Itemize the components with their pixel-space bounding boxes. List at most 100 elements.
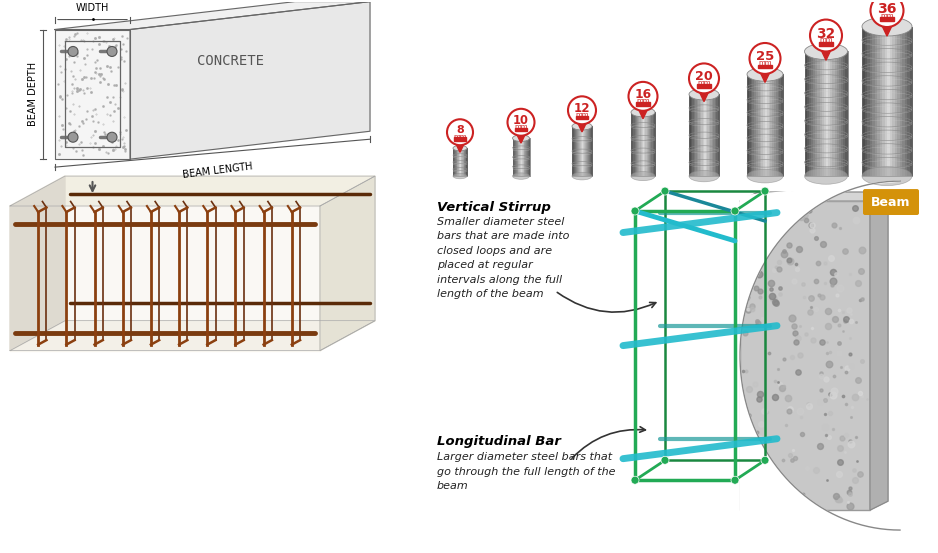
Circle shape xyxy=(870,0,903,27)
Bar xyxy=(892,27,895,176)
Text: 16: 16 xyxy=(634,88,652,101)
Bar xyxy=(456,148,457,176)
Bar xyxy=(522,138,523,176)
Text: 10: 10 xyxy=(513,114,529,127)
Text: Longitudinal Bar: Longitudinal Bar xyxy=(437,435,561,448)
Bar xyxy=(631,112,633,176)
Bar xyxy=(697,95,699,176)
Bar xyxy=(708,95,710,176)
Polygon shape xyxy=(320,176,375,351)
Bar xyxy=(809,51,811,176)
Bar xyxy=(872,27,875,176)
Text: mm: mm xyxy=(575,112,589,118)
Text: Beam: Beam xyxy=(871,196,911,208)
Polygon shape xyxy=(10,206,320,351)
Bar xyxy=(841,51,843,176)
Bar xyxy=(577,126,579,176)
Bar xyxy=(897,27,900,176)
Ellipse shape xyxy=(572,173,592,180)
Polygon shape xyxy=(697,85,711,88)
Circle shape xyxy=(689,64,719,93)
Bar xyxy=(585,126,586,176)
Bar xyxy=(830,51,833,176)
Ellipse shape xyxy=(747,169,783,183)
Bar xyxy=(527,138,528,176)
Polygon shape xyxy=(637,102,649,106)
Bar xyxy=(877,27,880,176)
Bar xyxy=(580,126,582,176)
Bar xyxy=(758,75,760,176)
Polygon shape xyxy=(576,119,588,132)
Bar xyxy=(513,138,515,176)
Bar xyxy=(581,126,582,176)
Polygon shape xyxy=(515,128,527,131)
Bar xyxy=(837,51,840,176)
Text: WIDTH: WIDTH xyxy=(76,3,109,13)
Polygon shape xyxy=(55,29,130,159)
Ellipse shape xyxy=(805,43,848,60)
Circle shape xyxy=(661,187,669,195)
Bar xyxy=(826,51,828,176)
Bar xyxy=(653,112,655,176)
Ellipse shape xyxy=(512,135,529,142)
Bar xyxy=(654,112,656,176)
Text: Smaller diameter steel
bars that are made into
closed loops and are
placed at re: Smaller diameter steel bars that are mad… xyxy=(437,217,569,299)
Polygon shape xyxy=(819,45,833,60)
Text: mm: mm xyxy=(636,98,650,105)
Bar xyxy=(517,138,518,176)
Polygon shape xyxy=(740,181,900,530)
Circle shape xyxy=(107,46,117,56)
Polygon shape xyxy=(870,192,888,510)
Bar xyxy=(455,148,456,176)
Bar xyxy=(712,95,714,176)
Circle shape xyxy=(507,109,535,135)
Bar xyxy=(774,75,777,176)
Bar xyxy=(776,75,779,176)
Bar xyxy=(460,148,461,176)
Bar xyxy=(587,126,588,176)
Bar xyxy=(835,51,838,176)
Text: Larger diameter steel bars that
go through the full length of the
beam: Larger diameter steel bars that go throu… xyxy=(437,452,615,491)
Bar xyxy=(765,75,767,176)
Ellipse shape xyxy=(453,174,467,179)
Bar xyxy=(521,138,522,176)
Bar xyxy=(807,51,809,176)
Polygon shape xyxy=(637,105,649,119)
Circle shape xyxy=(568,96,596,124)
Bar xyxy=(462,148,464,176)
Bar xyxy=(460,148,461,176)
Bar xyxy=(889,27,892,176)
Ellipse shape xyxy=(862,166,912,186)
Bar xyxy=(462,148,463,176)
Bar xyxy=(650,112,652,176)
Polygon shape xyxy=(130,2,370,159)
Bar xyxy=(880,27,883,176)
Bar xyxy=(747,75,749,176)
Bar xyxy=(817,51,820,176)
Bar xyxy=(902,27,905,176)
Bar xyxy=(649,112,651,176)
Bar xyxy=(828,51,831,176)
Bar xyxy=(453,148,454,176)
Circle shape xyxy=(631,207,639,215)
Bar xyxy=(713,95,715,176)
Bar xyxy=(822,51,825,176)
Bar xyxy=(632,112,634,176)
Bar xyxy=(464,148,465,176)
Bar xyxy=(640,112,641,176)
Bar xyxy=(523,138,525,176)
Bar xyxy=(766,75,769,176)
Polygon shape xyxy=(697,87,711,102)
Polygon shape xyxy=(10,176,375,206)
Bar xyxy=(695,95,697,176)
Text: BEAM DEPTH: BEAM DEPTH xyxy=(28,62,38,127)
Bar xyxy=(772,75,775,176)
Bar xyxy=(770,75,773,176)
Bar xyxy=(514,138,516,176)
Ellipse shape xyxy=(689,170,719,182)
Bar xyxy=(779,75,781,176)
Bar xyxy=(641,112,643,176)
Bar xyxy=(575,126,577,176)
Bar xyxy=(516,138,517,176)
Bar xyxy=(589,126,591,176)
